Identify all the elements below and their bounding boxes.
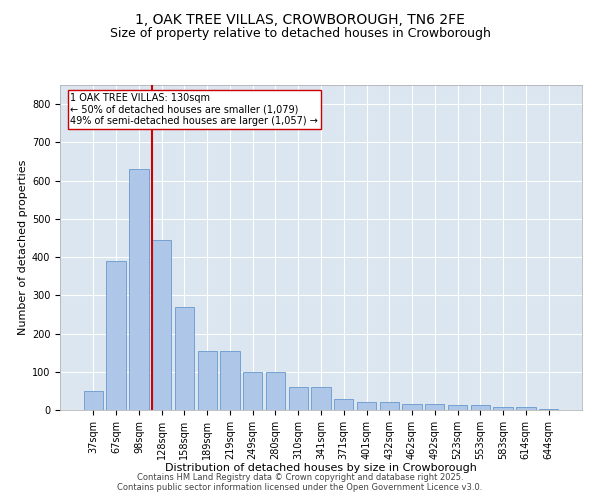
Bar [334, 398, 353, 410]
Text: Contains HM Land Registry data © Crown copyright and database right 2025.
Contai: Contains HM Land Registry data © Crown c… [118, 473, 482, 492]
Text: 1 OAK TREE VILLAS: 130sqm
← 50% of detached houses are smaller (1,079)
49% of se: 1 OAK TREE VILLAS: 130sqm ← 50% of detac… [70, 93, 319, 126]
Bar [516, 407, 536, 410]
Bar [243, 372, 262, 410]
Bar [289, 387, 308, 410]
Y-axis label: Number of detached properties: Number of detached properties [17, 160, 28, 335]
X-axis label: Distribution of detached houses by size in Crowborough: Distribution of detached houses by size … [165, 464, 477, 473]
Bar [175, 307, 194, 410]
Bar [425, 404, 445, 410]
Bar [380, 402, 399, 410]
Bar [197, 350, 217, 410]
Bar [403, 404, 422, 410]
Bar [357, 402, 376, 410]
Bar [220, 350, 239, 410]
Bar [448, 406, 467, 410]
Text: 1, OAK TREE VILLAS, CROWBOROUGH, TN6 2FE: 1, OAK TREE VILLAS, CROWBOROUGH, TN6 2FE [135, 12, 465, 26]
Bar [106, 261, 126, 410]
Bar [84, 391, 103, 410]
Bar [152, 240, 172, 410]
Bar [470, 406, 490, 410]
Bar [493, 407, 513, 410]
Bar [129, 169, 149, 410]
Bar [311, 387, 331, 410]
Text: Size of property relative to detached houses in Crowborough: Size of property relative to detached ho… [110, 28, 490, 40]
Bar [266, 372, 285, 410]
Bar [539, 409, 558, 410]
